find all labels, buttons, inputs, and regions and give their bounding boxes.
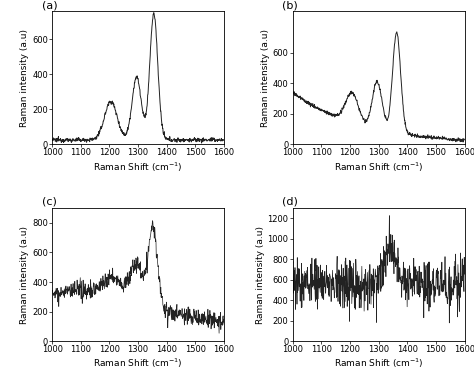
Text: (b): (b): [283, 0, 298, 10]
Y-axis label: Raman intensity (a.u): Raman intensity (a.u): [20, 226, 29, 324]
Text: (c): (c): [42, 197, 57, 207]
Text: (a): (a): [42, 0, 57, 10]
X-axis label: Raman Shift (cm$^{-1}$): Raman Shift (cm$^{-1}$): [93, 160, 183, 174]
X-axis label: Raman Shift (cm$^{-1}$): Raman Shift (cm$^{-1}$): [334, 160, 423, 174]
X-axis label: Raman Shift (cm$^{-1}$): Raman Shift (cm$^{-1}$): [93, 357, 183, 370]
Y-axis label: Raman intensity (a.u): Raman intensity (a.u): [20, 29, 29, 127]
Y-axis label: Raman intensity (a.u): Raman intensity (a.u): [256, 226, 265, 324]
X-axis label: Raman Shift (cm$^{-1}$): Raman Shift (cm$^{-1}$): [334, 357, 423, 370]
Y-axis label: Raman intensity (a.u): Raman intensity (a.u): [261, 29, 270, 127]
Text: (d): (d): [283, 197, 298, 207]
